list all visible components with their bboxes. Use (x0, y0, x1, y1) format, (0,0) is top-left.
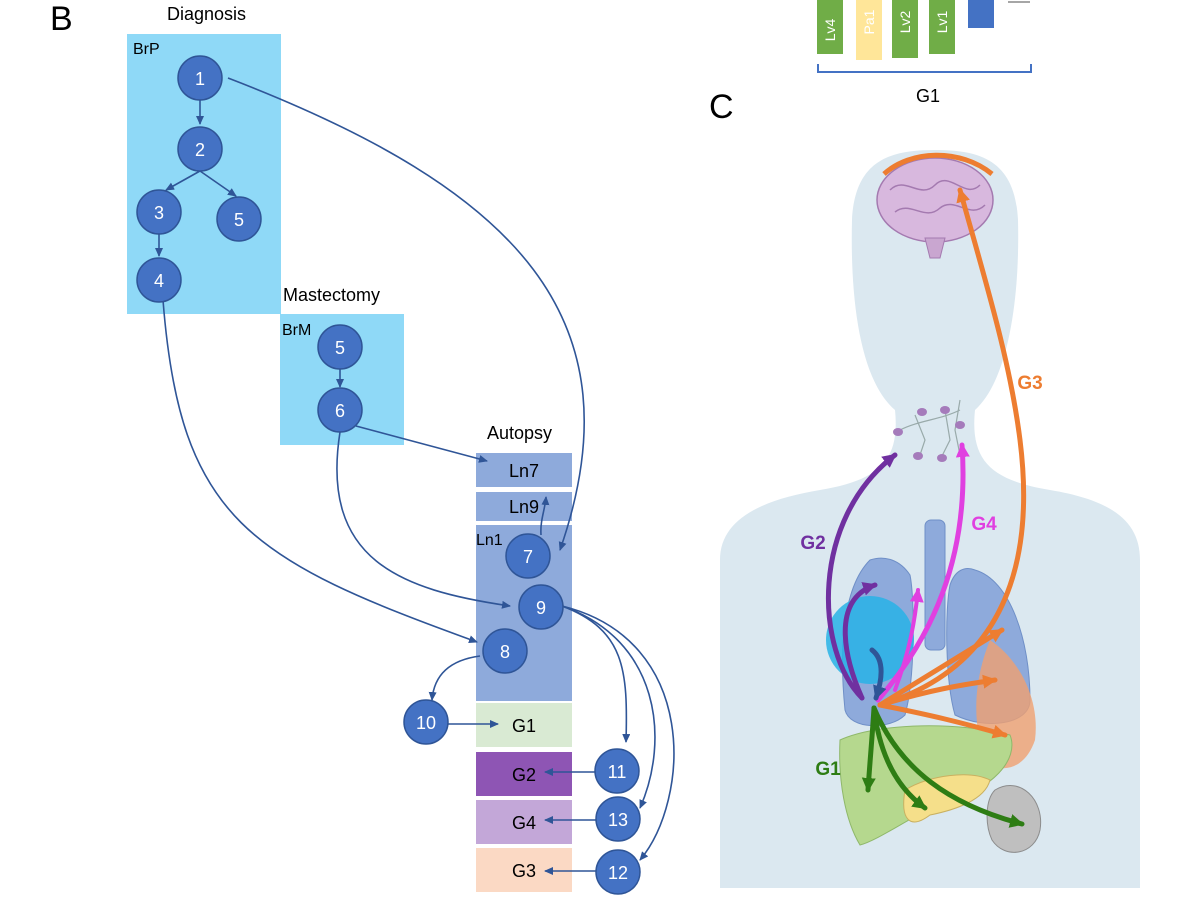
edge-1-7 (227, 77, 585, 551)
g1-arrow-b (871, 705, 928, 811)
node-11-label: 11 (608, 762, 627, 782)
node-8: 8 (482, 628, 528, 674)
metastasis-arrows (825, 187, 1027, 828)
stage-mastectomy-label: Mastectomy (283, 285, 380, 305)
node-5b-label: 5 (335, 338, 345, 358)
bar-lv2-label: Lv2 (897, 11, 913, 34)
g4-arrow-b (893, 588, 924, 692)
bar-lv4 (817, 0, 843, 54)
top-bar-panel: Lv4 Pa1 Lv2 Lv1 G1 (817, 0, 1032, 106)
g4-label: G4 (971, 514, 997, 535)
box-ln7-label: Ln7 (509, 461, 539, 481)
node-6-label: 6 (335, 401, 345, 421)
g1-arrow-c (871, 705, 1025, 828)
box-ln9 (476, 492, 572, 521)
bar-lv1-label: Lv1 (934, 11, 950, 34)
group-bracket (817, 64, 1032, 73)
node-8-label: 8 (500, 642, 510, 662)
box-brm-label: BrM (282, 322, 311, 339)
node-9: 9 (518, 584, 564, 630)
node-3-label: 3 (154, 203, 164, 223)
edge-2-3 (165, 170, 201, 191)
edge-7-ln9 (540, 496, 550, 536)
node-6: 6 (317, 387, 363, 433)
node-12-label: 12 (608, 863, 628, 883)
edge-6-ln7 (355, 425, 488, 463)
g2-label: G2 (800, 533, 825, 554)
node-10: 10 (403, 699, 449, 745)
edge-6-9 (336, 431, 511, 609)
bar-pa1 (856, 0, 882, 60)
node-7-label: 7 (523, 547, 533, 567)
node-2-label: 2 (195, 140, 205, 160)
panel-c-letter: C (709, 88, 734, 126)
node-4-label: 4 (154, 271, 164, 291)
box-g2 (476, 752, 572, 796)
edge-2-5 (199, 170, 237, 197)
brain-icon (876, 152, 994, 259)
box-g3 (476, 848, 572, 892)
g3-arrow-a (877, 627, 1005, 708)
primary-arrow (869, 647, 887, 701)
bar-lv2 (892, 0, 918, 58)
group-g1-label: G1 (916, 86, 940, 106)
panel-b-letter: B (50, 0, 73, 38)
box-g4 (476, 800, 572, 844)
node-5a-label: 5 (234, 210, 244, 230)
g3-arrow-c (877, 702, 1008, 739)
box-g3-label: G3 (512, 861, 536, 881)
node-4: 4 (136, 257, 182, 303)
g2-arrow-a (825, 452, 898, 701)
box-ln1-label: Ln1 (476, 532, 503, 549)
node-10-label: 10 (416, 713, 436, 733)
edge-8-10 (428, 655, 481, 701)
stage-autopsy-label: Autopsy (487, 423, 552, 443)
box-g4-label: G4 (512, 813, 536, 833)
node-2: 2 (177, 126, 223, 172)
bar-pa1-label: Pa1 (861, 9, 877, 34)
node-9-label: 9 (536, 598, 546, 618)
node-5b: 5 (317, 324, 363, 370)
node-7: 7 (505, 533, 551, 579)
edge-9-13 (561, 605, 656, 809)
g3-label: G3 (1017, 373, 1042, 394)
node-13: 13 (595, 796, 641, 842)
edge-9-11 (561, 605, 631, 743)
bar-lv4-label: Lv4 (822, 19, 838, 42)
node-1: 1 (177, 55, 223, 101)
box-g1-label: G1 (512, 716, 536, 736)
body-silhouette (720, 150, 1140, 888)
node-11: 11 (594, 748, 640, 794)
node-12: 12 (595, 849, 641, 895)
node-13-label: 13 (608, 810, 628, 830)
node-3: 3 (136, 189, 182, 235)
box-ln9-label: Ln9 (509, 497, 539, 517)
g3-arrow-b (877, 674, 998, 708)
bar-lv1 (929, 0, 955, 54)
g1-label: G1 (815, 759, 841, 780)
box-brp-label: BrP (133, 41, 160, 58)
lymph-nodes-icon (893, 399, 965, 462)
box-g2-label: G2 (512, 765, 536, 785)
node-1-label: 1 (195, 69, 205, 89)
g4-arrow-a (875, 442, 970, 703)
stage-diagnosis-label: Diagnosis (167, 4, 246, 24)
box-ln7 (476, 453, 572, 487)
tree-edges (155, 77, 675, 875)
bar-cut (968, 0, 994, 28)
g2-arrow-b (842, 582, 878, 701)
node-5a: 5 (216, 196, 262, 242)
edge-9-12 (561, 605, 675, 861)
edge-4-8 (162, 299, 478, 644)
